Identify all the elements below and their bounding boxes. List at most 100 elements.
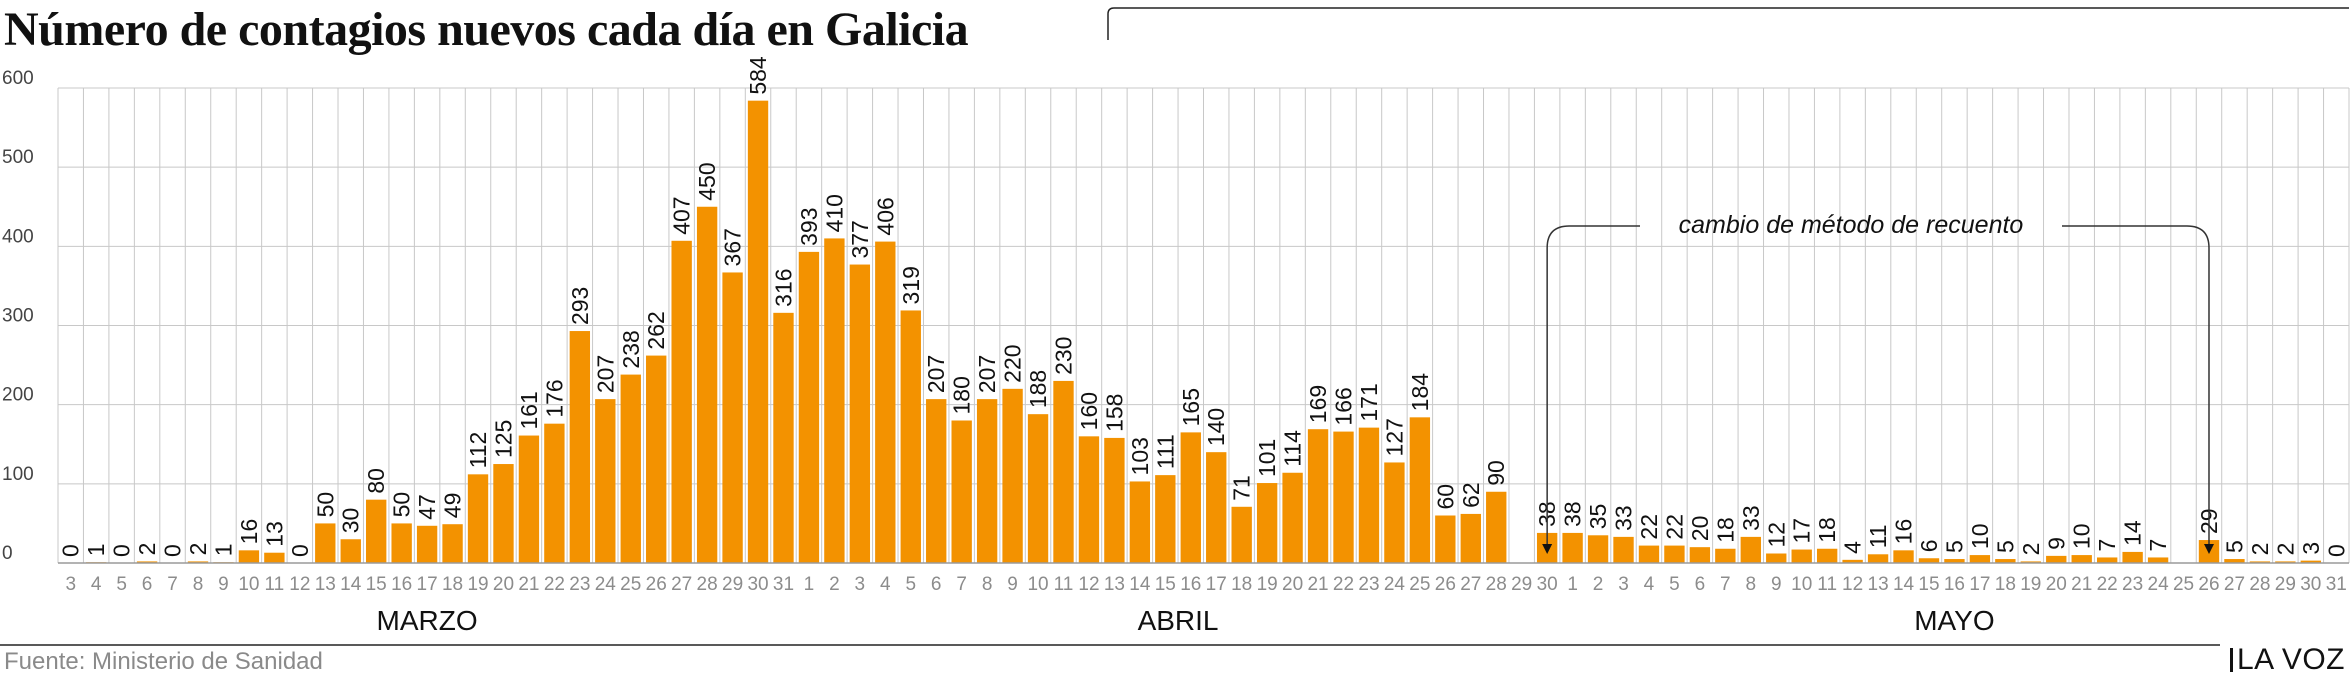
bar-value-label: 176 xyxy=(541,379,567,417)
x-tick-label: 15 xyxy=(1918,574,1939,595)
x-tick-label: 21 xyxy=(2071,574,2092,595)
x-tick-label: 13 xyxy=(1104,574,1125,595)
bar xyxy=(391,523,412,563)
bar-value-label: 7 xyxy=(2094,539,2120,552)
bar-value-label: 111 xyxy=(1152,434,1178,469)
x-tick-label: 19 xyxy=(467,574,488,595)
x-tick-label: 13 xyxy=(315,574,336,595)
bar xyxy=(1867,554,1889,563)
bar xyxy=(544,423,565,563)
bar-value-label: 114 xyxy=(1280,430,1306,467)
y-tick-label: 400 xyxy=(2,226,34,247)
bar xyxy=(1206,452,1227,563)
x-tick-label: 7 xyxy=(956,574,967,595)
bar-value-label: 450 xyxy=(694,162,720,200)
x-tick-label: 14 xyxy=(1129,574,1151,595)
bar-value-label: 9 xyxy=(2043,537,2069,550)
bar xyxy=(798,251,820,563)
bar xyxy=(518,435,540,563)
x-tick-label: 3 xyxy=(65,574,76,595)
bar xyxy=(1613,536,1634,563)
source-note: Fuente: Ministerio de Sanidad xyxy=(4,648,323,675)
x-tick-label: 18 xyxy=(1995,574,2016,595)
x-tick-label: 20 xyxy=(2046,574,2067,595)
y-tick-label: 600 xyxy=(2,68,34,89)
bar-value-label: 18 xyxy=(1712,517,1738,543)
chart-title: Número de contagios nuevos cada día en G… xyxy=(4,3,969,56)
x-tick-label: 13 xyxy=(1868,574,1889,595)
bar xyxy=(1409,417,1431,563)
bar-value-label: 180 xyxy=(949,376,975,414)
bar xyxy=(747,100,769,564)
x-tick-label: 29 xyxy=(722,574,743,595)
x-tick-label: 29 xyxy=(2275,574,2296,595)
x-tick-label: 5 xyxy=(905,574,916,595)
x-tick-label: 26 xyxy=(1435,574,1456,595)
bar xyxy=(2046,555,2067,563)
bar xyxy=(1486,491,1507,563)
bar xyxy=(900,310,921,563)
x-tick-label: 26 xyxy=(646,574,667,595)
bar xyxy=(416,525,438,563)
bar xyxy=(646,355,667,563)
bar-value-label: 5 xyxy=(2221,540,2247,553)
x-tick-label: 16 xyxy=(1944,574,1965,595)
x-tick-label: 24 xyxy=(595,574,617,595)
x-tick-label: 5 xyxy=(1669,574,1680,595)
x-tick-label: 23 xyxy=(569,574,590,595)
bar-value-label: 30 xyxy=(338,508,364,534)
bar xyxy=(264,552,285,563)
x-tick-label: 15 xyxy=(366,574,387,595)
x-tick-label: 8 xyxy=(193,574,204,595)
x-tick-label: 27 xyxy=(671,574,692,595)
bar-value-label: 5 xyxy=(1992,540,2018,553)
x-tick-label: 20 xyxy=(1282,574,1303,595)
brand-logo: LA VOZ xyxy=(2236,643,2345,676)
x-tick-label: 11 xyxy=(1817,574,1837,595)
bar-value-label: 50 xyxy=(389,492,415,518)
bar xyxy=(595,399,616,563)
x-tick-label: 21 xyxy=(1307,574,1328,595)
bar xyxy=(620,374,641,563)
x-tick-label: 16 xyxy=(1180,574,1201,595)
bar-value-label: 17 xyxy=(1789,518,1815,544)
bar xyxy=(1333,431,1354,563)
bar xyxy=(875,241,896,564)
bar-value-label: 319 xyxy=(898,266,924,304)
bar xyxy=(926,399,947,563)
bar-value-label: 49 xyxy=(440,493,466,519)
bar-value-label: 207 xyxy=(974,355,1000,393)
x-tick-label: 17 xyxy=(1206,574,1227,595)
x-tick-label: 3 xyxy=(855,574,866,595)
bar xyxy=(1078,436,1100,563)
bar-value-label: 20 xyxy=(1687,516,1713,542)
bar-value-label: 3 xyxy=(2298,542,2324,555)
bar-value-label: 2 xyxy=(185,543,211,556)
bar-value-label: 188 xyxy=(1025,370,1051,408)
bar xyxy=(1791,549,1812,563)
y-tick-label: 500 xyxy=(2,147,34,168)
bar-value-label: 584 xyxy=(745,56,771,95)
x-tick-label: 2 xyxy=(829,574,840,595)
x-tick-label: 26 xyxy=(2198,574,2219,595)
x-tick-label: 18 xyxy=(1231,574,1252,595)
x-tick-label: 16 xyxy=(391,574,412,595)
x-tick-label: 28 xyxy=(697,574,718,595)
bar xyxy=(315,523,336,563)
bar-value-label: 11 xyxy=(1865,524,1891,548)
bar-value-label: 377 xyxy=(847,220,873,258)
bar-value-label: 38 xyxy=(1560,501,1586,527)
bar-value-label: 22 xyxy=(1636,514,1662,540)
bar-value-label: 18 xyxy=(1814,517,1840,543)
bar-value-label: 90 xyxy=(1483,460,1509,486)
x-tick-label: 24 xyxy=(1384,574,1406,595)
x-tick-label: 27 xyxy=(1460,574,1481,595)
x-tick-label: 3 xyxy=(1618,574,1629,595)
bar xyxy=(467,474,489,563)
bar-value-label: 160 xyxy=(1076,392,1102,430)
x-tick-label: 31 xyxy=(773,574,794,595)
x-tick-label: 22 xyxy=(2097,574,2118,595)
bar xyxy=(824,238,845,563)
bar-value-label: 10 xyxy=(1967,523,1993,549)
bar xyxy=(366,499,387,563)
